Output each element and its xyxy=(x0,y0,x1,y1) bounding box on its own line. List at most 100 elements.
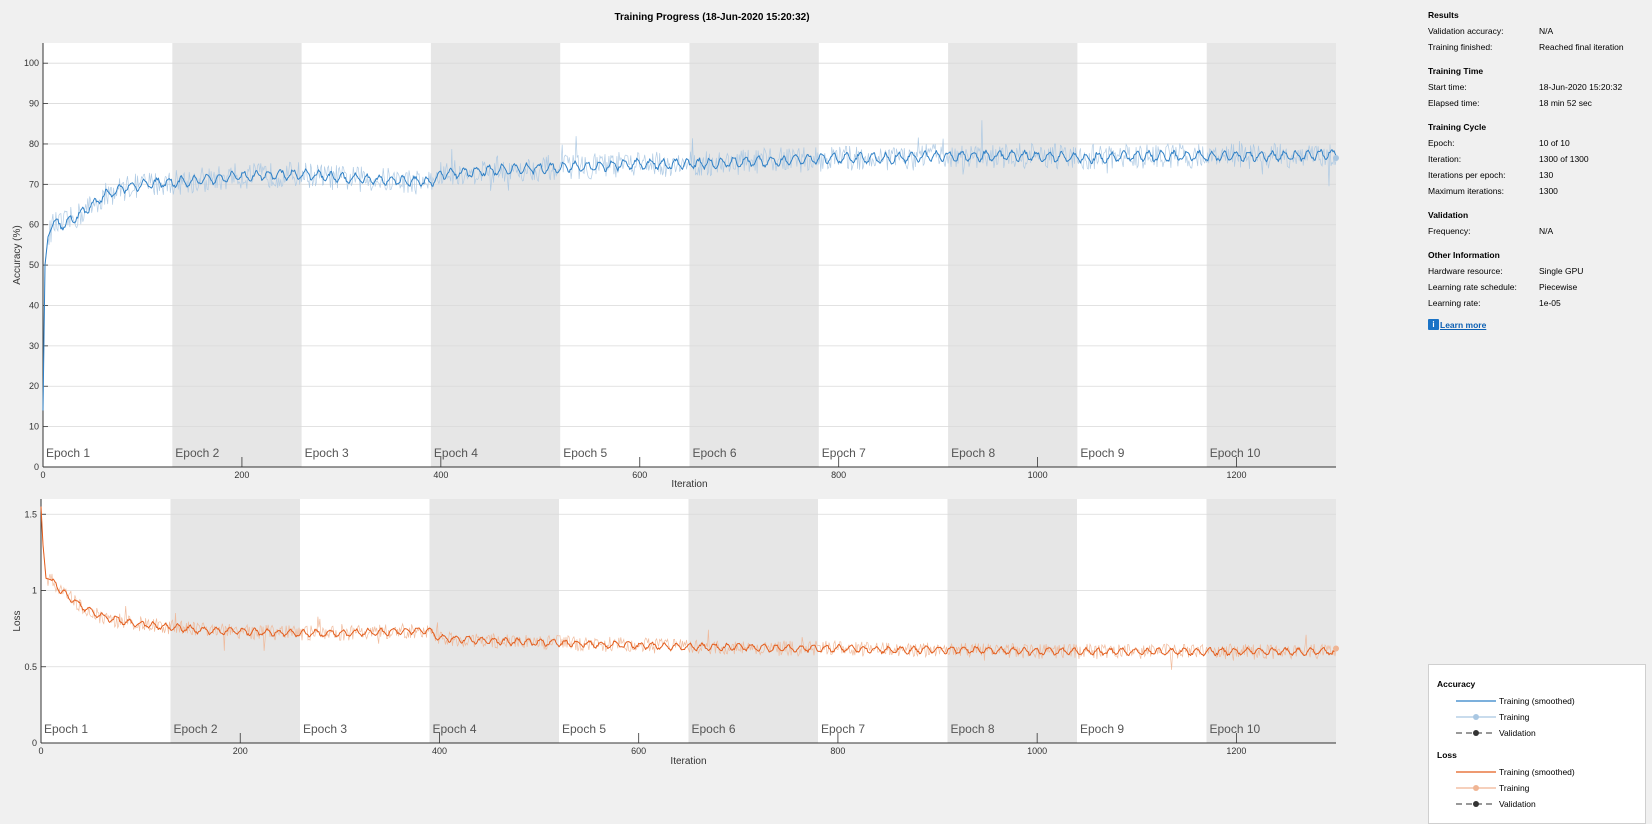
accuracy-training-line xyxy=(42,120,1337,411)
accuracy-xtick-label-5: 1000 xyxy=(1028,470,1048,480)
loss-ytick-label-0: 0 xyxy=(32,738,37,748)
accuracy-xlabel: Iteration xyxy=(671,479,707,490)
accuracy-ytick-label-2: 20 xyxy=(29,381,39,391)
learning-rate-schedule-value: Piecewise xyxy=(1539,282,1578,292)
loss-xtick-label-6: 1200 xyxy=(1226,746,1246,756)
maximum-iterations-label: Maximum iterations: xyxy=(1428,186,1505,196)
learn-more[interactable]: i Learn more xyxy=(1428,319,1487,331)
loss-epoch-label-6: Epoch 6 xyxy=(692,722,736,736)
accuracy-epoch-band-2 xyxy=(172,43,302,467)
accuracy-ylabel: Accuracy (%) xyxy=(12,225,23,284)
legend-accuracy-training-swatch xyxy=(1456,714,1496,720)
accuracy-epoch-band-6 xyxy=(689,43,819,467)
learn-more-link[interactable]: Learn more xyxy=(1440,319,1487,330)
loss-xtick-label-4: 800 xyxy=(830,746,845,756)
accuracy-epoch-label-7: Epoch 7 xyxy=(822,446,866,460)
accuracy-ytick-label-1: 10 xyxy=(29,422,39,432)
legend-loss-validation-swatch xyxy=(1456,801,1496,807)
loss-epoch-label-5: Epoch 5 xyxy=(562,722,606,736)
info-icon: i xyxy=(1428,319,1439,331)
accuracy-epoch-label-4: Epoch 4 xyxy=(434,446,478,460)
hardware-resource-value: Single GPU xyxy=(1539,266,1584,276)
loss-xtick-label-2: 400 xyxy=(432,746,447,756)
learning-rate-label: Learning rate: xyxy=(1428,298,1481,308)
accuracy-xtick-label-1: 200 xyxy=(234,470,249,480)
loss-epoch-label-4: Epoch 4 xyxy=(433,722,477,736)
accuracy-epoch-label-9: Epoch 9 xyxy=(1080,446,1124,460)
accuracy-xtick-label-3: 600 xyxy=(632,470,647,480)
loss-final-point xyxy=(1333,645,1339,652)
results-heading: Results xyxy=(1428,10,1459,20)
loss-epoch-label-8: Epoch 8 xyxy=(951,722,995,736)
accuracy-ytick-label-10: 100 xyxy=(24,58,39,68)
iterations-per-epoch-label: Iterations per epoch: xyxy=(1428,170,1506,180)
iteration-label: Iteration: xyxy=(1428,154,1462,164)
legend-accuracy-smoothed: Training (smoothed) xyxy=(1454,695,1644,707)
hardware-resource-label: Hardware resource: xyxy=(1428,266,1503,276)
legend-loss-smoothed: Training (smoothed) xyxy=(1454,766,1644,778)
accuracy-epoch-label-1: Epoch 1 xyxy=(46,446,90,460)
accuracy-epoch-label-6: Epoch 6 xyxy=(693,446,737,460)
accuracy-epoch-label-3: Epoch 3 xyxy=(305,446,349,460)
accuracy-xtick-label-0: 0 xyxy=(40,470,45,480)
validation-heading: Validation xyxy=(1428,210,1469,220)
accuracy-ytick-label-4: 40 xyxy=(29,300,39,310)
accuracy-xtick-label-2: 400 xyxy=(433,470,448,480)
legend-accuracy-smoothed-label: Training (smoothed) xyxy=(1499,696,1575,706)
elapsed-time-value: 18 min 52 sec xyxy=(1539,98,1592,108)
accuracy-ytick-label-8: 80 xyxy=(29,139,39,149)
loss-training-line xyxy=(40,506,1337,670)
accuracy-xtick-label-6: 1200 xyxy=(1227,470,1247,480)
accuracy-epoch-band-10 xyxy=(1206,43,1336,467)
loss-training-smoothed-line xyxy=(40,506,1337,657)
loss-ylabel: Loss xyxy=(12,610,23,631)
legend-accuracy-training-label: Training xyxy=(1499,712,1530,722)
start-time-label: Start time: xyxy=(1428,82,1467,92)
loss-epoch-label-2: Epoch 2 xyxy=(174,722,218,736)
accuracy-ytick-label-9: 90 xyxy=(29,99,39,109)
maximum-iterations-value: 1300 xyxy=(1539,186,1558,196)
loss-ytick-label-1: 0.5 xyxy=(24,662,37,672)
accuracy-epoch-label-10: Epoch 10 xyxy=(1210,446,1261,460)
accuracy-training-smoothed-line xyxy=(42,148,1337,411)
other-information-heading: Other Information xyxy=(1428,250,1500,260)
training-finished-value: Reached final iteration xyxy=(1539,42,1624,52)
loss-epoch-band-6 xyxy=(688,499,818,743)
learning-rate-schedule-label: Learning rate schedule: xyxy=(1428,282,1517,292)
accuracy-ytick-label-7: 70 xyxy=(29,179,39,189)
legend-accuracy-title: Accuracy xyxy=(1437,679,1476,689)
chart-loss: 0 0.5 1 1.5 0 200 400 600 800 1000 1200 Iteration Lo… xyxy=(12,499,1339,767)
loss-xlabel: Iteration xyxy=(670,756,706,767)
legend-loss-training-swatch xyxy=(1456,785,1496,791)
accuracy-epoch-label-5: Epoch 5 xyxy=(563,446,607,460)
legend-loss-training: Training xyxy=(1454,782,1644,794)
loss-epoch-band-4 xyxy=(429,499,559,743)
loss-ytick-label-3: 1.5 xyxy=(24,509,37,519)
accuracy-ytick-label-3: 30 xyxy=(29,341,39,351)
accuracy-epoch-band-8 xyxy=(948,43,1078,467)
iteration-value: 1300 of 1300 xyxy=(1539,154,1589,164)
legend-loss-validation: Validation xyxy=(1454,798,1644,810)
loss-ytick-label-2: 1 xyxy=(32,586,37,596)
legend-accuracy-validation-swatch xyxy=(1456,730,1496,736)
loss-xtick-label-0: 0 xyxy=(38,746,43,756)
accuracy-ytick-label-0: 0 xyxy=(34,462,39,472)
loss-xtick-label-5: 1000 xyxy=(1027,746,1047,756)
accuracy-epoch-label-8: Epoch 8 xyxy=(951,446,995,460)
training-progress-charts: Training Progress (18-Jun-2020 15:20:32)… xyxy=(12,12,1339,767)
legend-loss-smoothed-label: Training (smoothed) xyxy=(1499,767,1575,777)
legend-accuracy-smoothed-swatch xyxy=(1456,700,1496,702)
legend-loss-smoothed-swatch xyxy=(1456,771,1496,773)
accuracy-epoch-label-2: Epoch 2 xyxy=(175,446,219,460)
loss-epoch-label-10: Epoch 10 xyxy=(1210,722,1261,736)
accuracy-final-point xyxy=(1333,155,1339,162)
loss-xtick-label-1: 200 xyxy=(233,746,248,756)
accuracy-ytick-label-5: 50 xyxy=(29,260,39,270)
epoch-label: Epoch: xyxy=(1428,138,1455,148)
charts-svg: Training Progress (18-Jun-2020 15:20:32)… xyxy=(12,12,1339,767)
info-sidebar: Results Validation accuracy: N/A Trainin… xyxy=(1420,0,1652,824)
legend-accuracy-training: Training xyxy=(1454,711,1644,723)
validation-accuracy-label: Validation accuracy: xyxy=(1428,26,1504,36)
accuracy-ytick-label-6: 60 xyxy=(29,220,39,230)
loss-epoch-label-1: Epoch 1 xyxy=(44,722,88,736)
